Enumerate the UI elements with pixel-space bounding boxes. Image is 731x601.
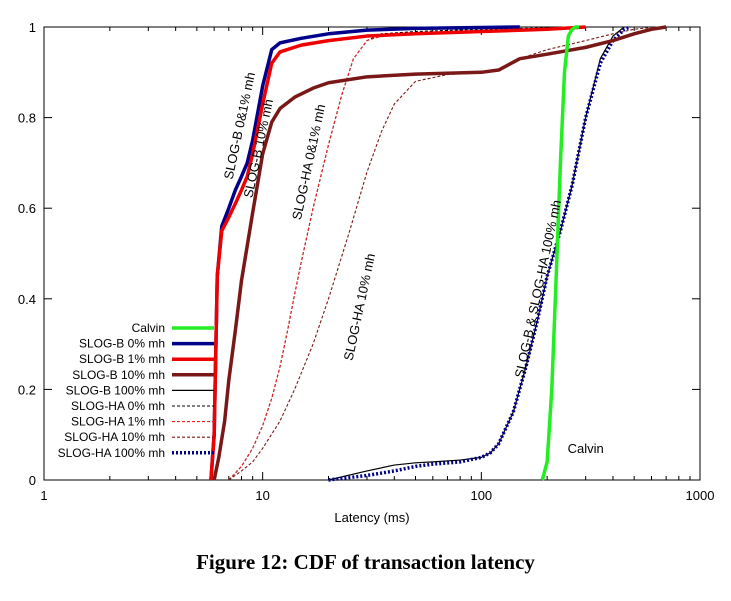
series-annotation-label: SLOG-HA 0&1% mh bbox=[289, 103, 328, 221]
series-line-slog-ha-10-mh bbox=[228, 26, 667, 481]
x-tick-label: 100 bbox=[470, 488, 492, 503]
series-line-slog-b-10-mh bbox=[212, 25, 667, 481]
chart-svg: 1 10 100 1000 0 0.2 0.4 0.6 0.8 1 SLOG-B 0&1% mhS… bbox=[18, 20, 715, 525]
legend-label: SLOG-B 1% mh bbox=[79, 352, 165, 366]
series-line-slog-b-100-mh bbox=[328, 26, 625, 481]
series-line-slog-ha-100-mh bbox=[328, 25, 631, 482]
legend-label: SLOG-B 100% mh bbox=[66, 383, 165, 397]
plot-frame bbox=[43, 26, 701, 481]
y-tick-label: 0.4 bbox=[18, 292, 36, 307]
series-layer bbox=[209, 25, 667, 482]
series-annotation-label: SLOG-HA 10% mh bbox=[341, 252, 378, 362]
series-line-slog-b-1-mh bbox=[209, 25, 586, 481]
series-line-calvin bbox=[540, 25, 580, 481]
x-tick-label: 10 bbox=[255, 488, 269, 503]
series-line-slog-ha-0-mh bbox=[228, 26, 586, 481]
legend-label: SLOG-B 10% mh bbox=[72, 368, 165, 382]
legend-label: SLOG-HA 1% mh bbox=[71, 415, 165, 429]
y-tick-label: 0.6 bbox=[18, 201, 36, 216]
x-tick-label: 1000 bbox=[686, 488, 715, 503]
series-annotation-label: Calvin bbox=[568, 441, 604, 456]
x-tick-label: 1 bbox=[40, 488, 47, 503]
series-line-slog-ha-1-mh bbox=[228, 26, 586, 481]
y-tick-label: 0.8 bbox=[18, 111, 36, 126]
figure-caption: Figure 12: CDF of transaction latency bbox=[196, 550, 535, 574]
legend-label: SLOG-HA 10% mh bbox=[64, 430, 165, 444]
y-tick-label: 1 bbox=[29, 20, 36, 35]
legend-label: SLOG-HA 0% mh bbox=[71, 399, 165, 413]
legend-label: Calvin bbox=[132, 321, 165, 335]
x-axis-label: Latency (ms) bbox=[334, 510, 409, 525]
legend-label: SLOG-HA 100% mh bbox=[58, 446, 165, 460]
legend-label: SLOG-B 0% mh bbox=[79, 337, 165, 351]
y-tick-label: 0.2 bbox=[18, 382, 36, 397]
y-tick-label: 0 bbox=[29, 473, 36, 488]
